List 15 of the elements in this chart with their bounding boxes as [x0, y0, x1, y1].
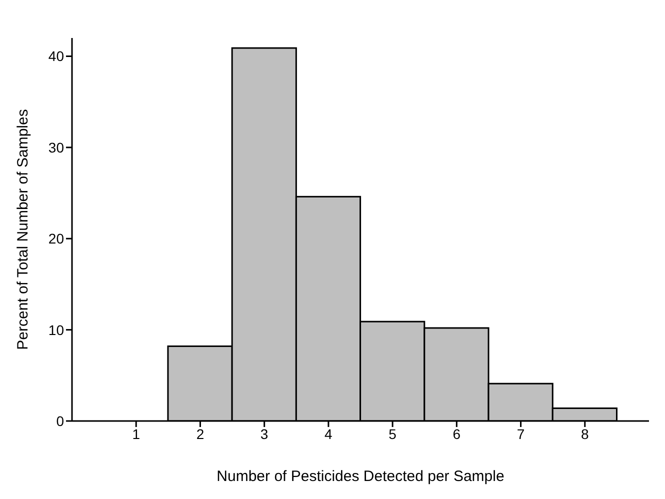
- y-tick-label: 40: [48, 48, 64, 64]
- y-tick-label: 20: [48, 230, 64, 247]
- x-axis-title: Number of Pesticides Detected per Sample: [216, 468, 504, 485]
- y-axis-title: Percent of Total Number of Samples: [14, 109, 32, 350]
- x-tick-label: 6: [452, 426, 461, 442]
- x-tick-label: 3: [260, 426, 268, 442]
- y-tick-label: 10: [48, 322, 64, 338]
- y-tick-label: 30: [48, 139, 64, 156]
- x-tick-label: 5: [388, 426, 397, 442]
- x-tick-label: 7: [516, 426, 525, 442]
- x-tick-label: 8: [580, 426, 589, 442]
- x-tick-label: 4: [324, 426, 333, 442]
- x-tick-label: 2: [196, 426, 204, 442]
- y-tick-label: 0: [56, 412, 64, 429]
- x-tick-label: 1: [132, 426, 140, 442]
